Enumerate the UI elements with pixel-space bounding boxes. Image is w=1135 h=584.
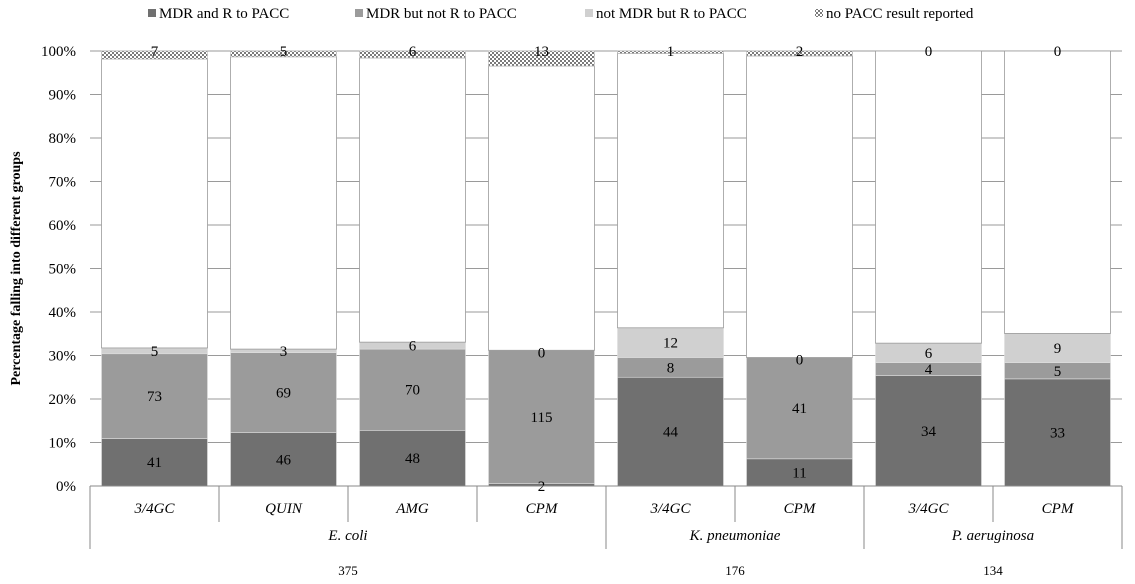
category-label: AMG — [395, 501, 429, 517]
data-label: 5 — [151, 344, 159, 360]
data-label: 48 — [405, 451, 420, 467]
bar-segment — [230, 50, 337, 58]
bar-segment — [230, 352, 337, 433]
data-labels: 4173574669354870662115013448121114102344… — [147, 44, 1065, 495]
data-label: 6 — [925, 346, 933, 362]
data-label: 1 — [667, 44, 675, 60]
y-axis-title: Percentage falling into different groups — [9, 151, 24, 386]
group-label: E. coli — [327, 528, 367, 544]
legend: MDR and R to PACC MDR but not R to PACC no… — [148, 6, 974, 22]
group-label: P. aeruginosa — [951, 528, 1034, 544]
legend-label: no PACC result reported — [826, 6, 974, 22]
axes: 0% 10% 20% 30% 40% 50% 60% 70% 80% 90% 100% Percent… — [9, 44, 1123, 578]
legend-swatch — [148, 9, 156, 17]
data-label: 69 — [276, 386, 291, 402]
data-label: 44 — [663, 425, 679, 441]
data-label: 6 — [409, 339, 417, 355]
legend-label: not MDR but R to PACC — [596, 6, 747, 22]
data-label: 0 — [1054, 44, 1062, 60]
category-label: CPM — [784, 501, 817, 517]
category-label: 3/4GC — [133, 501, 175, 517]
legend-swatch — [815, 9, 823, 17]
data-label: 33 — [1050, 425, 1065, 441]
y-tick-label: 80% — [49, 131, 77, 147]
data-label: 11 — [792, 465, 806, 481]
bar-segment — [101, 438, 208, 487]
group-total-label: 134 — [983, 563, 1003, 578]
bar-segment — [488, 349, 595, 484]
data-label: 41 — [147, 455, 162, 471]
group-label: K. pneumoniae — [689, 528, 781, 544]
data-label: 2 — [796, 44, 804, 60]
y-tick-label: 60% — [49, 218, 77, 234]
data-label: 34 — [921, 424, 937, 440]
bar-segment — [875, 50, 982, 344]
data-label: 70 — [405, 383, 420, 399]
bar-segment — [101, 50, 208, 60]
data-label: 115 — [531, 410, 553, 426]
bar-segment — [617, 50, 724, 54]
y-tick-label: 0% — [56, 479, 76, 495]
category-label: 3/4GC — [907, 501, 949, 517]
bar-segment — [101, 353, 208, 439]
data-label: 0 — [796, 352, 804, 368]
data-label: 0 — [925, 44, 933, 60]
y-tick-label: 30% — [49, 349, 77, 365]
data-label: 5 — [280, 44, 288, 60]
bar-segment — [617, 53, 724, 329]
bar-segment — [359, 348, 466, 431]
data-label: 9 — [1054, 341, 1062, 357]
legend-label: MDR but not R to PACC — [366, 6, 517, 22]
category-label: CPM — [1042, 501, 1075, 517]
legend-label: MDR and R to PACC — [159, 6, 289, 22]
bar-segment — [1004, 50, 1111, 334]
group-total-label: 176 — [725, 563, 745, 578]
y-tick-label: 20% — [49, 392, 77, 408]
data-label: 0 — [538, 345, 546, 361]
bars — [101, 50, 1111, 487]
bar-segment — [746, 357, 853, 460]
bar-segment — [617, 376, 724, 487]
legend-swatch — [585, 9, 593, 17]
y-tick-label: 90% — [49, 88, 77, 104]
data-label: 8 — [667, 360, 675, 376]
data-label: 5 — [1054, 364, 1062, 380]
data-label: 12 — [663, 336, 678, 352]
y-tick-label: 40% — [49, 305, 77, 321]
category-label: CPM — [526, 501, 559, 517]
bar-segment — [488, 65, 595, 351]
bar-segment — [1004, 378, 1111, 487]
data-label: 2 — [538, 479, 546, 495]
data-label: 46 — [276, 452, 292, 468]
data-label: 6 — [409, 44, 417, 60]
bar-segment — [101, 58, 208, 349]
y-tick-label: 70% — [49, 175, 77, 191]
y-tick-label: 50% — [49, 262, 77, 278]
bar-segment — [359, 430, 466, 487]
bar-segment — [746, 55, 853, 358]
bar-segment — [617, 327, 724, 358]
data-label: 4 — [925, 362, 933, 378]
data-label: 73 — [147, 389, 162, 405]
bar-segment — [488, 50, 595, 67]
bar-segment — [875, 375, 982, 487]
bar-segment — [230, 56, 337, 350]
data-label: 41 — [792, 401, 807, 417]
category-label: 3/4GC — [649, 501, 691, 517]
bar-segment — [746, 50, 853, 57]
data-label: 3 — [280, 344, 288, 360]
bar-segment — [230, 432, 337, 487]
data-label: 13 — [534, 44, 549, 60]
data-label: 7 — [151, 44, 159, 60]
group-total-label: 375 — [338, 563, 358, 578]
legend-swatch — [355, 9, 363, 17]
bar-segment — [359, 50, 466, 59]
y-tick-label: 100% — [41, 44, 76, 60]
bar-segment — [359, 57, 466, 343]
category-label: QUIN — [265, 501, 303, 517]
y-tick-label: 10% — [49, 436, 77, 452]
